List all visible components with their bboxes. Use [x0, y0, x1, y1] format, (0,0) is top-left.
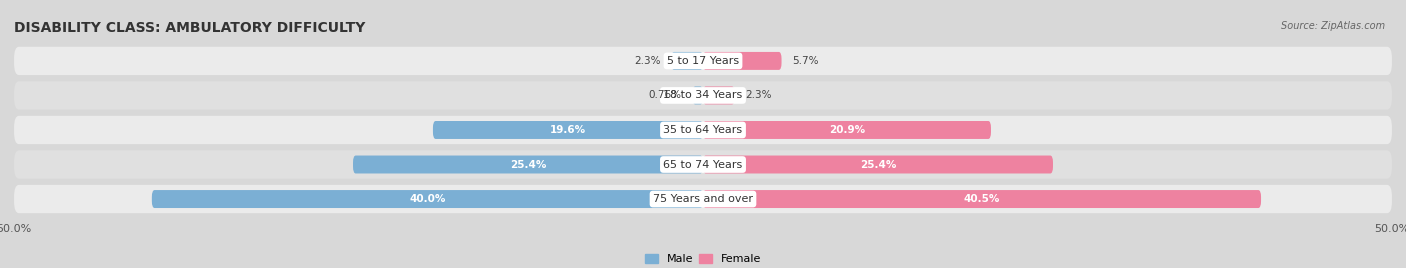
Text: 18 to 34 Years: 18 to 34 Years: [664, 90, 742, 100]
FancyBboxPatch shape: [703, 155, 1053, 173]
FancyBboxPatch shape: [703, 52, 782, 70]
FancyBboxPatch shape: [152, 190, 703, 208]
Text: 35 to 64 Years: 35 to 64 Years: [664, 125, 742, 135]
Text: 5 to 17 Years: 5 to 17 Years: [666, 56, 740, 66]
FancyBboxPatch shape: [14, 47, 1392, 75]
Text: 19.6%: 19.6%: [550, 125, 586, 135]
FancyBboxPatch shape: [703, 121, 991, 139]
Text: 25.4%: 25.4%: [510, 159, 546, 170]
Text: 0.76%: 0.76%: [648, 90, 682, 100]
FancyBboxPatch shape: [703, 87, 735, 105]
FancyBboxPatch shape: [671, 52, 703, 70]
Text: 20.9%: 20.9%: [830, 125, 865, 135]
FancyBboxPatch shape: [693, 87, 703, 105]
Text: 25.4%: 25.4%: [860, 159, 896, 170]
Text: 5.7%: 5.7%: [793, 56, 820, 66]
Text: Source: ZipAtlas.com: Source: ZipAtlas.com: [1281, 21, 1385, 31]
FancyBboxPatch shape: [14, 150, 1392, 179]
FancyBboxPatch shape: [433, 121, 703, 139]
FancyBboxPatch shape: [353, 155, 703, 173]
FancyBboxPatch shape: [703, 190, 1261, 208]
Text: 2.3%: 2.3%: [745, 90, 772, 100]
Text: 2.3%: 2.3%: [634, 56, 661, 66]
FancyBboxPatch shape: [14, 81, 1392, 110]
Text: 75 Years and over: 75 Years and over: [652, 194, 754, 204]
Text: 40.0%: 40.0%: [409, 194, 446, 204]
FancyBboxPatch shape: [14, 116, 1392, 144]
Text: 40.5%: 40.5%: [965, 194, 1000, 204]
Legend: Male, Female: Male, Female: [644, 254, 762, 265]
FancyBboxPatch shape: [14, 185, 1392, 213]
Text: DISABILITY CLASS: AMBULATORY DIFFICULTY: DISABILITY CLASS: AMBULATORY DIFFICULTY: [14, 21, 366, 35]
Text: 65 to 74 Years: 65 to 74 Years: [664, 159, 742, 170]
